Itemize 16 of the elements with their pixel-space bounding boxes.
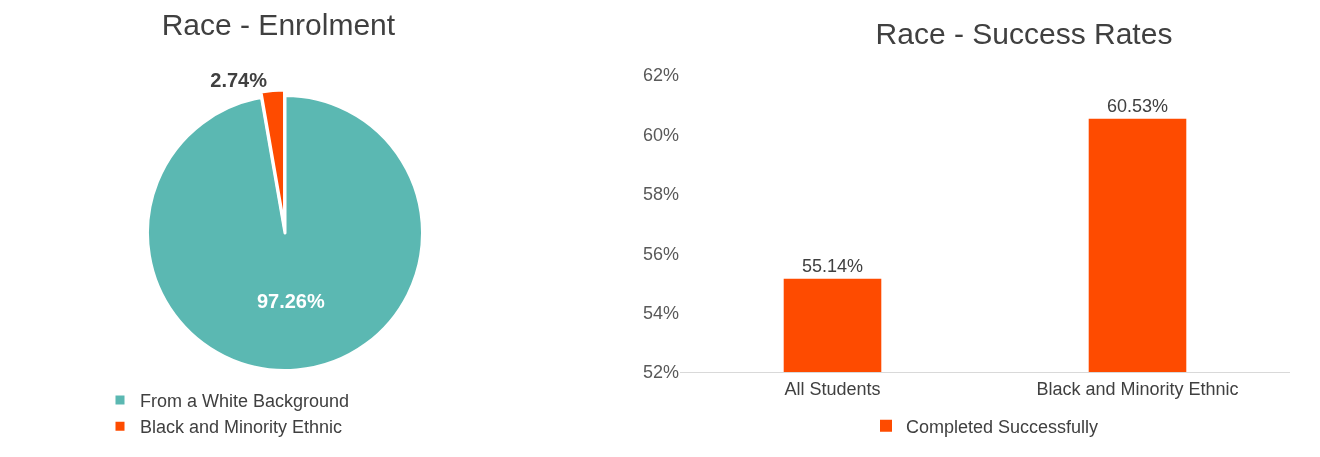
- chart-title: Race - Enrolment: [161, 7, 396, 41]
- legend-label: From a White Background: [140, 390, 350, 411]
- data-label: 55.14%: [801, 255, 864, 276]
- data-label: 2.74%: [210, 68, 268, 91]
- y-tick-label: 58%: [642, 184, 679, 205]
- legend-label: Black and Minority Ethnic: [140, 417, 343, 438]
- y-tick-label: 52%: [642, 362, 679, 383]
- y-tick-label: 54%: [642, 302, 679, 323]
- data-label: 60.53%: [1106, 95, 1169, 116]
- y-tick-label: 62%: [642, 65, 679, 86]
- legend-label: Completed Successfully: [906, 416, 1099, 437]
- y-tick-label: 56%: [642, 243, 679, 264]
- x-tick-label: All Students: [784, 378, 881, 399]
- y-tick-label: 60%: [642, 124, 679, 145]
- chart-title: Race - Success Rates: [875, 16, 1173, 50]
- data-label: 97.26%: [256, 290, 325, 313]
